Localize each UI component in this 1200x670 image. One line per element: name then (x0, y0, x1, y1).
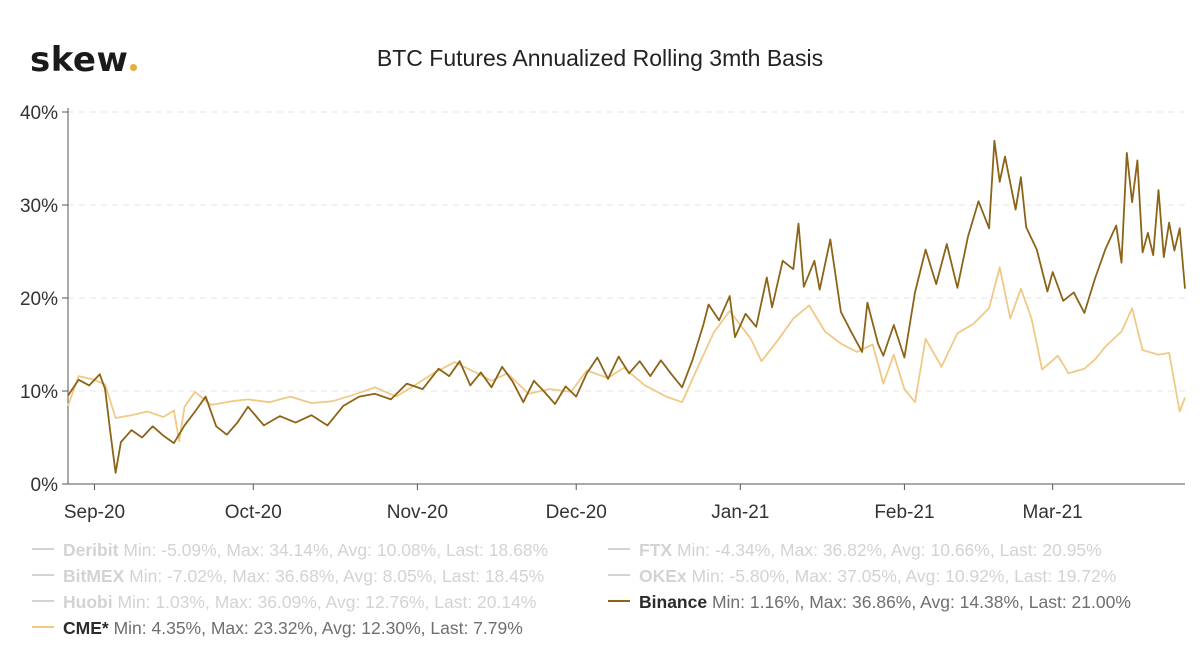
logo-dot-icon (130, 64, 138, 71)
legend-item-bitmex[interactable]: BitMEX Min: -7.02%, Max: 36.68%, Avg: 8.… (32, 566, 544, 587)
legend-name: FTX (639, 540, 673, 560)
brand-name: skew (30, 40, 129, 80)
legend-item-huobi[interactable]: Huobi Min: 1.03%, Max: 36.09%, Avg: 12.7… (32, 592, 536, 613)
y-axis-ticks: 0% 10% 20% 30% 40% (20, 103, 69, 496)
legend-item-cme[interactable]: CME* Min: 4.35%, Max: 23.32%, Avg: 12.30… (32, 618, 523, 639)
legend-item-binance[interactable]: Binance Min: 1.16%, Max: 36.86%, Avg: 14… (608, 592, 1131, 613)
legend-stats: Min: 4.35%, Max: 23.32%, Avg: 12.30%, La… (113, 618, 523, 638)
legend-name: Binance (639, 592, 708, 612)
legend-stats: Min: -5.80%, Max: 37.05%, Avg: 10.92%, L… (691, 566, 1117, 586)
basis-line-chart: 0% 10% 20% 30% 40% Sep-20 Oct-20 Nov-20 Dec-20 J… (20, 103, 1186, 523)
legend-swatch (32, 574, 54, 577)
skew-logo: skew (30, 40, 138, 80)
legend-item-deribit[interactable]: Deribit Min: -5.09%, Max: 34.14%, Avg: 1… (32, 540, 548, 561)
legend-swatch (32, 626, 54, 629)
legend-swatch (608, 548, 630, 551)
x-tick-label: Nov-20 (387, 502, 448, 523)
legend-stats: Min: -4.34%, Max: 36.82%, Avg: 10.66%, L… (676, 540, 1102, 560)
legend-name: Huobi (63, 592, 113, 612)
y-tick-label: 10% (20, 382, 58, 403)
legend: Deribit Min: -5.09%, Max: 34.14%, Avg: 1… (0, 536, 1200, 646)
x-tick-label: Jan-21 (711, 502, 769, 523)
series-line-cme (67, 266, 1186, 443)
x-tick-label: Mar-21 (1023, 502, 1083, 523)
legend-swatch (32, 548, 54, 551)
x-tick-label: Feb-21 (874, 502, 934, 523)
legend-name: OKEx (639, 566, 687, 586)
legend-item-ftx[interactable]: FTX Min: -4.34%, Max: 36.82%, Avg: 10.66… (608, 540, 1102, 561)
y-tick-label: 20% (20, 289, 58, 310)
series-lines (67, 139, 1186, 474)
legend-swatch (32, 600, 54, 603)
legend-swatch (608, 600, 630, 603)
legend-name: CME* (63, 618, 109, 638)
legend-stats: Min: -5.09%, Max: 34.14%, Avg: 10.08%, L… (123, 540, 549, 560)
legend-name: BitMEX (63, 566, 125, 586)
x-tick-label: Oct-20 (225, 502, 282, 523)
legend-stats: Min: 1.16%, Max: 36.86%, Avg: 14.38%, La… (711, 592, 1131, 612)
y-tick-label: 0% (31, 475, 59, 496)
chart-title: BTC Futures Annualized Rolling 3mth Basi… (376, 45, 824, 71)
x-tick-label: Sep-20 (64, 502, 125, 523)
y-tick-label: 30% (20, 196, 58, 217)
legend-item-okex[interactable]: OKEx Min: -5.80%, Max: 37.05%, Avg: 10.9… (608, 566, 1116, 587)
y-tick-label: 40% (20, 103, 58, 124)
x-tick-label: Dec-20 (546, 502, 607, 523)
x-axis-ticks: Sep-20 Oct-20 Nov-20 Dec-20 Jan-21 Feb-21 Mar-… (64, 483, 1185, 523)
series-line-binance (67, 139, 1186, 474)
grid-lines (68, 111, 1185, 392)
legend-stats: Min: -7.02%, Max: 36.68%, Avg: 8.05%, La… (129, 566, 545, 586)
legend-swatch (608, 574, 630, 577)
legend-name: Deribit (63, 540, 119, 560)
legend-stats: Min: 1.03%, Max: 36.09%, Avg: 12.76%, La… (117, 592, 537, 612)
